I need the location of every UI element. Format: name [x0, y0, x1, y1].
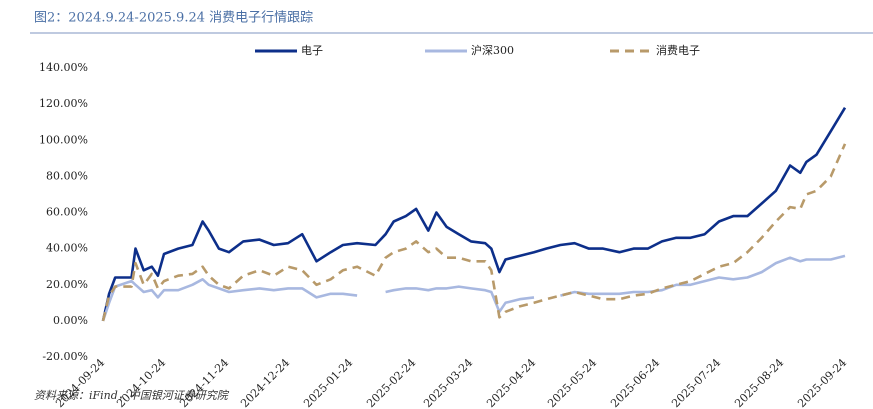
x-tick-label: 2025-02-24	[364, 356, 418, 409]
legend-label: 沪深300	[471, 43, 514, 57]
y-tick-label: 80.00%	[46, 169, 88, 182]
y-tick-label: 140.00%	[39, 61, 88, 74]
y-tick-label: -20.00%	[42, 350, 88, 363]
x-tick-label: 2025-05-24	[545, 356, 599, 409]
x-tick-label: 2025-08-24	[732, 356, 786, 409]
series-line	[101, 107, 847, 322]
source-note: 资料来源：iFind，中国银河证券研究院	[34, 389, 230, 402]
y-tick-label: 60.00%	[46, 206, 88, 219]
x-tick-label: 2025-09-24	[795, 356, 849, 409]
y-tick-label: 20.00%	[46, 278, 88, 291]
x-tick-label: 2024-12-24	[238, 356, 292, 409]
x-tick-label: 2025-04-24	[484, 356, 538, 409]
x-tick-label: 2025-06-24	[608, 356, 662, 409]
chart-title: 图2：2024.9.24-2025.9.24 消费电子行情跟踪	[34, 11, 313, 26]
x-tick-label: 2025-07-24	[669, 356, 723, 409]
y-tick-label: 40.00%	[46, 242, 88, 255]
legend-label: 消费电子	[656, 43, 700, 57]
x-tick-label: 2025-01-24	[301, 356, 355, 409]
y-tick-label: 0.00%	[53, 314, 88, 327]
series-line	[101, 143, 847, 322]
y-tick-label: 120.00%	[39, 97, 88, 110]
legend-label: 电子	[301, 44, 323, 57]
series-line	[101, 254, 846, 322]
x-tick-label: 2025-03-24	[421, 356, 475, 409]
y-tick-label: 100.00%	[39, 133, 88, 146]
